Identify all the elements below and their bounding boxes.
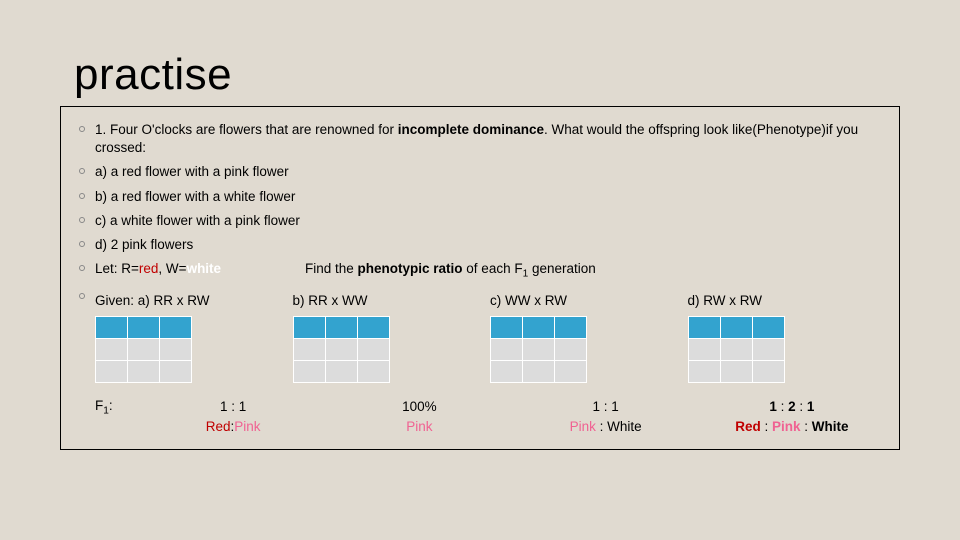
f1-d-rs2: : (796, 399, 807, 414)
given-col-c: c) WW x RW (490, 292, 688, 383)
find-post: of each F (463, 261, 523, 276)
content-box: 1. Four O'clocks are flowers that are re… (60, 106, 900, 450)
find-instruction: Find the phenotypic ratio of each F1 gen… (305, 260, 596, 281)
bullet-icon (79, 193, 85, 199)
f1-d-r2: 2 (788, 399, 796, 414)
let-pre: Let: R= (95, 261, 139, 276)
bullet-icon (79, 126, 85, 132)
f1-d-white: White (812, 419, 849, 434)
slide: practise 1. Four O'clocks are flowers th… (0, 0, 960, 540)
given-col-d: d) RW x RW (688, 292, 886, 383)
f1-label-post: : (109, 398, 113, 413)
bullet-text: c) a white flower with a pink flower (95, 212, 885, 230)
bullet-icon (79, 217, 85, 223)
f1-d-r3: 1 (807, 399, 815, 414)
bullet-intro: 1. Four O'clocks are flowers that are re… (75, 121, 885, 157)
let-white: white (187, 261, 222, 276)
given-col-b: b) RR x WW (293, 292, 491, 383)
bullet-text: d) 2 pink flowers (95, 236, 885, 254)
bullet-icon (79, 168, 85, 174)
slide-title: practise (74, 50, 900, 100)
f1-col-d: 1 : 2 : 1 Red : Pink : White (699, 397, 885, 438)
f1-d-ratio: 1 : 2 : 1 (699, 397, 885, 417)
f1-c-ratio: 1 : 1 (513, 397, 699, 417)
f1-a-pheno: Red:Pink (140, 417, 326, 437)
bullet-b: b) a red flower with a white flower (75, 188, 885, 206)
f1-b-ratio: 100% (326, 397, 512, 417)
bullet-given: Given: a) RR x RW b) RR x WW c) WW x RW … (75, 288, 885, 383)
let-mid: , W= (158, 261, 186, 276)
bullet-let: Let: R=red, W=white Find the phenotypic … (75, 260, 885, 281)
bullet-icon (79, 293, 85, 299)
f1-c-pink: Pink (570, 419, 596, 434)
f1-col-b: 100% Pink (326, 397, 512, 438)
f1-row: F1: 1 : 1 Red:Pink 100% Pink 1 : 1 Pink … (75, 397, 885, 438)
f1-c-white: White (607, 419, 642, 434)
f1-col-c: 1 : 1 Pink : White (513, 397, 699, 438)
f1-d-r1: 1 (769, 399, 777, 414)
bullet-d: d) 2 pink flowers (75, 236, 885, 254)
f1-d-pink: Pink (772, 419, 801, 434)
f1-c-pheno: Pink : White (513, 417, 699, 437)
find-pre: Find the (305, 261, 358, 276)
bullet-a: a) a red flower with a pink flower (75, 163, 885, 181)
col-head-a: Given: a) RR x RW (95, 292, 293, 310)
punnett-a (95, 316, 192, 383)
let-definition: Let: R=red, W=white (95, 260, 305, 278)
f1-d-s1: : (761, 419, 772, 434)
f1-col-a: 1 : 1 Red:Pink (140, 397, 326, 438)
find-bold: phenotypic ratio (358, 261, 463, 276)
f1-b-pheno: Pink (326, 417, 512, 437)
col-head-c: c) WW x RW (490, 292, 688, 310)
bullet-text: 1. Four O'clocks are flowers that are re… (95, 121, 885, 157)
punnett-c (490, 316, 587, 383)
f1-d-pheno: Red : Pink : White (699, 417, 885, 437)
bullet-c: c) a white flower with a pink flower (75, 212, 885, 230)
intro-bold: incomplete dominance (398, 122, 544, 137)
col-head-b: b) RR x WW (293, 292, 491, 310)
f1-label-pre: F (95, 398, 103, 413)
f1-c-sep: : (596, 419, 607, 434)
find-end: generation (528, 261, 596, 276)
punnett-d (688, 316, 785, 383)
bullet-icon (79, 265, 85, 271)
intro-pre: 1. Four O'clocks are flowers that are re… (95, 122, 398, 137)
bullet-text: Let: R=red, W=white Find the phenotypic … (95, 260, 885, 281)
bullet-text: a) a red flower with a pink flower (95, 163, 885, 181)
let-red: red (139, 261, 159, 276)
f1-d-s2: : (801, 419, 812, 434)
f1-label: F1: (95, 397, 140, 418)
f1-a-pink: Pink (234, 419, 260, 434)
bullet-icon (79, 241, 85, 247)
f1-d-red: Red (735, 419, 761, 434)
col-head-d: d) RW x RW (688, 292, 886, 310)
bullet-text: Given: a) RR x RW b) RR x WW c) WW x RW … (95, 288, 885, 383)
f1-d-rs1: : (777, 399, 788, 414)
bullet-text: b) a red flower with a white flower (95, 188, 885, 206)
f1-a-red: Red (206, 419, 231, 434)
punnett-b (293, 316, 390, 383)
given-col-a: Given: a) RR x RW (95, 292, 293, 383)
f1-a-ratio: 1 : 1 (140, 397, 326, 417)
